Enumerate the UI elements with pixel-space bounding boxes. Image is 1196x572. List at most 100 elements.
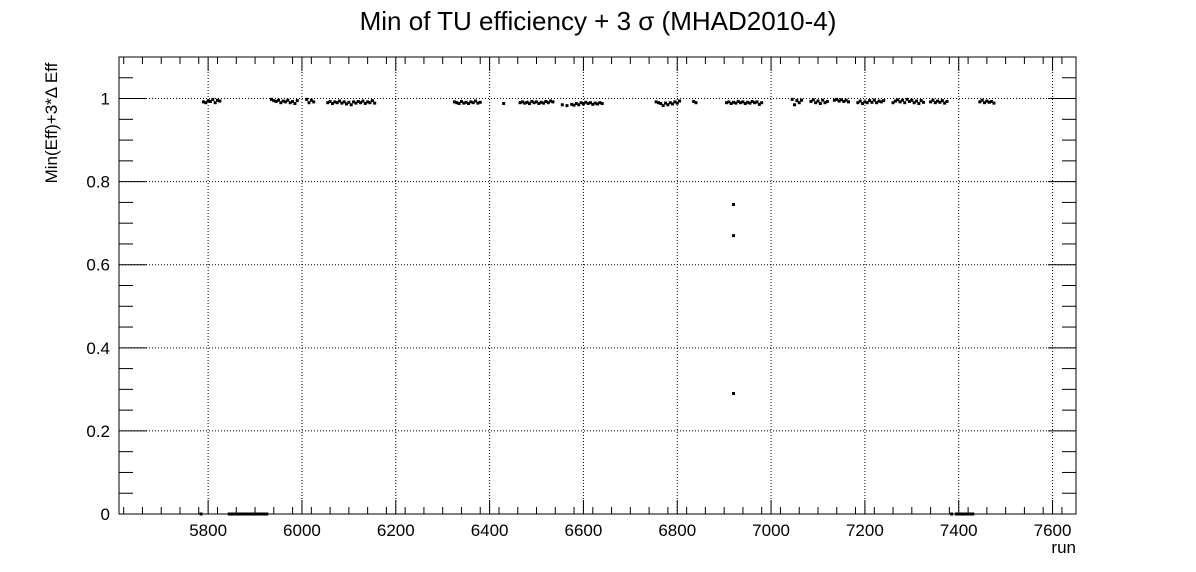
- data-point: [678, 99, 682, 103]
- data-points: [199, 97, 996, 516]
- data-point: [455, 101, 459, 105]
- data-point: [732, 202, 736, 206]
- data-point: [929, 100, 933, 104]
- data-point: [574, 102, 578, 106]
- data-point: [354, 101, 358, 105]
- data-point: [577, 103, 581, 107]
- data-point: [340, 101, 344, 105]
- data-point: [525, 100, 529, 104]
- data-point: [335, 101, 339, 105]
- data-point: [736, 99, 740, 103]
- data-point: [938, 100, 942, 104]
- data-point: [858, 99, 862, 103]
- data-point: [452, 100, 456, 104]
- x-tick-labels: 5800 6000 6200 6400 6600 6800 7000 7200 7400 7600: [189, 521, 1071, 540]
- data-point: [732, 392, 736, 396]
- x-tick-label: 7600: [1034, 521, 1072, 540]
- data-point: [673, 100, 677, 104]
- y-tick-label: 0.2: [86, 422, 110, 441]
- data-point: [295, 99, 299, 103]
- data-point: [469, 100, 473, 104]
- data-point: [811, 98, 815, 102]
- data-point: [478, 100, 482, 104]
- data-point: [307, 101, 311, 105]
- data-point: [654, 100, 658, 104]
- data-point: [309, 98, 313, 102]
- data-point: [917, 102, 921, 106]
- data-point: [837, 99, 841, 103]
- data-point: [502, 102, 506, 106]
- data-point: [206, 99, 210, 103]
- data-point: [586, 102, 590, 106]
- data-point: [741, 100, 745, 104]
- x-tick-label: 6600: [565, 521, 603, 540]
- data-point: [870, 100, 874, 104]
- data-point: [844, 98, 848, 102]
- data-point: [823, 101, 827, 105]
- data-point: [535, 100, 539, 104]
- data-point: [818, 102, 822, 106]
- data-point: [882, 99, 886, 103]
- data-point: [987, 100, 991, 104]
- data-point: [983, 101, 987, 105]
- data-point: [288, 101, 292, 105]
- data-point: [598, 101, 602, 105]
- data-point: [732, 100, 736, 104]
- data-point: [333, 100, 337, 104]
- x-tick-label: 6800: [658, 521, 696, 540]
- data-point: [846, 100, 850, 104]
- data-point: [359, 101, 363, 105]
- data-point: [537, 102, 541, 106]
- x-tick-label: 7400: [940, 521, 978, 540]
- data-point: [912, 101, 916, 105]
- data-point: [216, 98, 220, 102]
- data-point: [861, 102, 865, 106]
- x-tick-label: 5800: [189, 521, 227, 540]
- data-point: [462, 101, 466, 105]
- data-point: [692, 99, 696, 103]
- data-point: [373, 101, 377, 105]
- y-tick-labels: 0 0.2 0.4 0.6 0.8 1: [86, 90, 110, 524]
- x-tick-label: 7000: [752, 521, 790, 540]
- data-point: [893, 99, 897, 103]
- data-point: [790, 97, 794, 101]
- data-point: [457, 102, 461, 106]
- data-point: [821, 98, 825, 102]
- data-point: [900, 98, 904, 102]
- x-tick-label: 7200: [846, 521, 884, 540]
- data-point: [204, 101, 208, 105]
- data-point: [800, 98, 804, 102]
- data-point: [363, 102, 367, 106]
- data-point: [361, 99, 365, 103]
- data-point: [725, 101, 729, 105]
- data-point: [907, 99, 911, 103]
- data-point: [793, 103, 797, 107]
- data-point: [286, 98, 290, 102]
- data-point: [943, 101, 947, 105]
- data-point: [530, 99, 534, 103]
- data-point: [284, 100, 288, 104]
- data-point: [868, 99, 872, 103]
- x-tick-label: 6000: [283, 521, 321, 540]
- data-point: [816, 99, 820, 103]
- data-point: [349, 103, 353, 107]
- data-point: [980, 98, 984, 102]
- data-point: [366, 100, 370, 104]
- data-point: [546, 101, 550, 105]
- axis-ticks: [119, 57, 1076, 515]
- data-point: [664, 101, 668, 105]
- data-point: [570, 102, 574, 106]
- data-point: [272, 99, 276, 103]
- data-point: [560, 103, 564, 107]
- data-point: [978, 100, 982, 104]
- data-point: [518, 101, 522, 105]
- data-point: [527, 102, 531, 106]
- y-tick-label: 1: [101, 90, 110, 109]
- data-point: [856, 101, 860, 105]
- data-point: [281, 99, 285, 103]
- data-point: [539, 100, 543, 104]
- x-tick-label: 6400: [471, 521, 509, 540]
- data-point: [591, 102, 595, 106]
- data-point: [797, 101, 801, 105]
